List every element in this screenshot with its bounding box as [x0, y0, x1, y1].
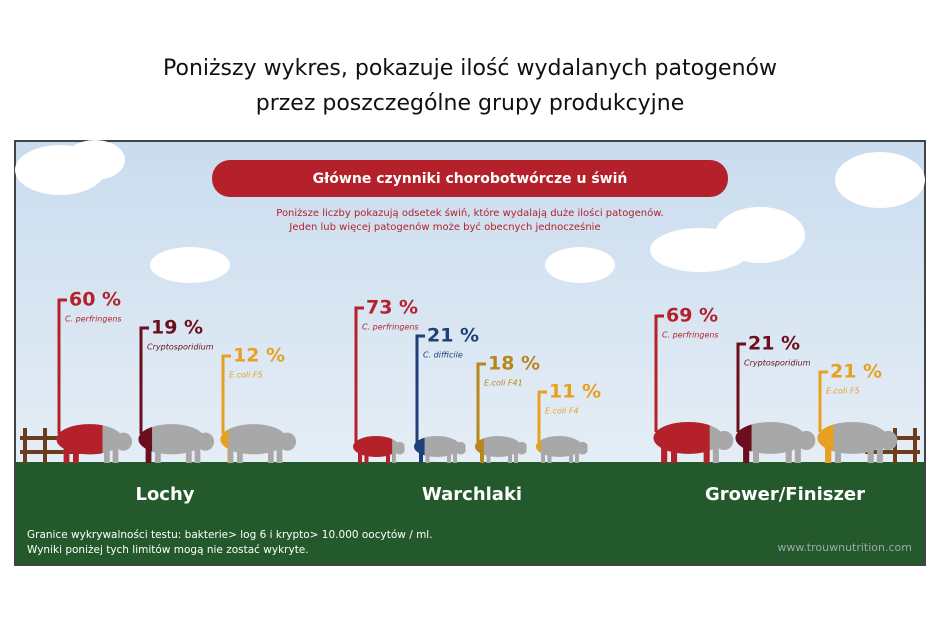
clouds	[15, 140, 925, 283]
group-label: Lochy	[135, 484, 194, 505]
pig-share	[475, 436, 484, 463]
value-label: 21 %	[748, 333, 800, 355]
label-leader	[415, 334, 425, 446]
footnote: Granice wykrywalności testu: bakterie> l…	[27, 529, 433, 541]
heading: Poniższy wykres, pokazuje ilość wydalany…	[163, 56, 777, 81]
pathogen-label: E.coli F5	[229, 371, 263, 380]
pathogen-label: E.coli F41	[484, 379, 523, 388]
pathogen-label: C. perfringens	[662, 331, 719, 340]
title-banner	[212, 160, 728, 197]
pig-share	[220, 424, 229, 463]
pathogen-label: Cryptosporidium	[744, 359, 811, 368]
label-leader	[139, 326, 149, 435]
value-label: 21 %	[830, 361, 882, 383]
value-label: 69 %	[666, 305, 718, 327]
pathogen-label: C. perfringens	[65, 315, 122, 324]
label-leader	[654, 314, 664, 432]
pathogen-label: Cryptosporidium	[147, 343, 214, 352]
group-label: Grower/Finiszer	[705, 484, 865, 505]
subtitle: Poniższe liczby pokazują odsetek świń, k…	[276, 207, 663, 219]
group-label: Warchlaki	[422, 484, 522, 505]
label-leader	[221, 354, 231, 435]
value-label: 73 %	[366, 297, 418, 319]
pig-share	[536, 436, 542, 463]
pathogen-label: C. difficile	[423, 351, 463, 360]
label-leader	[476, 362, 486, 446]
chart-title: Główne czynniki chorobotwórcze u świń	[313, 171, 628, 187]
label-leader	[537, 390, 547, 446]
footnote: Wyniki poniżej tych limitów mogą nie zos…	[27, 544, 309, 556]
label-leader	[354, 306, 364, 446]
label-leader	[57, 298, 67, 435]
value-label: 18 %	[488, 353, 540, 375]
pathogen-label: E.coli F5	[826, 387, 860, 396]
pathogen-label: E.coli F4	[545, 407, 579, 416]
value-label: 21 %	[427, 325, 479, 347]
value-label: 12 %	[233, 345, 285, 367]
pathogen-label: C. perfringens	[362, 323, 419, 332]
label-leader	[736, 342, 746, 432]
pig-share	[414, 436, 425, 463]
heading: przez poszczególne grupy produkcyjne	[256, 91, 685, 116]
label-leader	[818, 370, 828, 432]
ground	[16, 462, 924, 564]
value-label: 19 %	[151, 317, 203, 339]
value-label: 60 %	[69, 289, 121, 311]
value-label: 11 %	[549, 381, 601, 403]
source: www.trouwnutrition.com	[777, 541, 912, 554]
subtitle: Jeden lub więcej patogenów może być obec…	[288, 221, 600, 233]
